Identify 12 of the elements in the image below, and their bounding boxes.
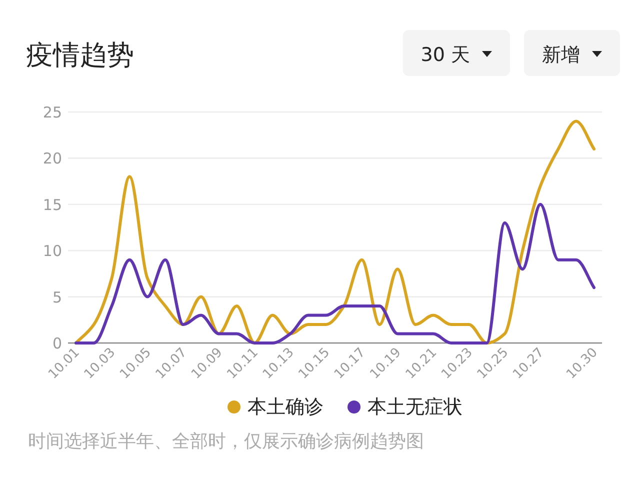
y-tick-label: 5 xyxy=(52,288,62,306)
y-tick-label: 15 xyxy=(42,196,62,214)
title: 疫情趋势 xyxy=(26,40,134,71)
dropdown-button: 30 天 xyxy=(402,30,510,76)
y-tick-label: 0 xyxy=(52,334,62,352)
legend-label: 本土无症状 xyxy=(368,396,462,418)
y-tick-label: 20 xyxy=(42,150,62,168)
dropdown-button: 新增 xyxy=(524,30,620,76)
y-tick-label: 25 xyxy=(42,104,62,122)
legend-label: 本土确诊 xyxy=(248,396,324,418)
y-tick-label: 10 xyxy=(42,242,62,260)
note: 时间选择近半年、全部时，仅展示确诊病例趋势图 xyxy=(28,431,424,452)
